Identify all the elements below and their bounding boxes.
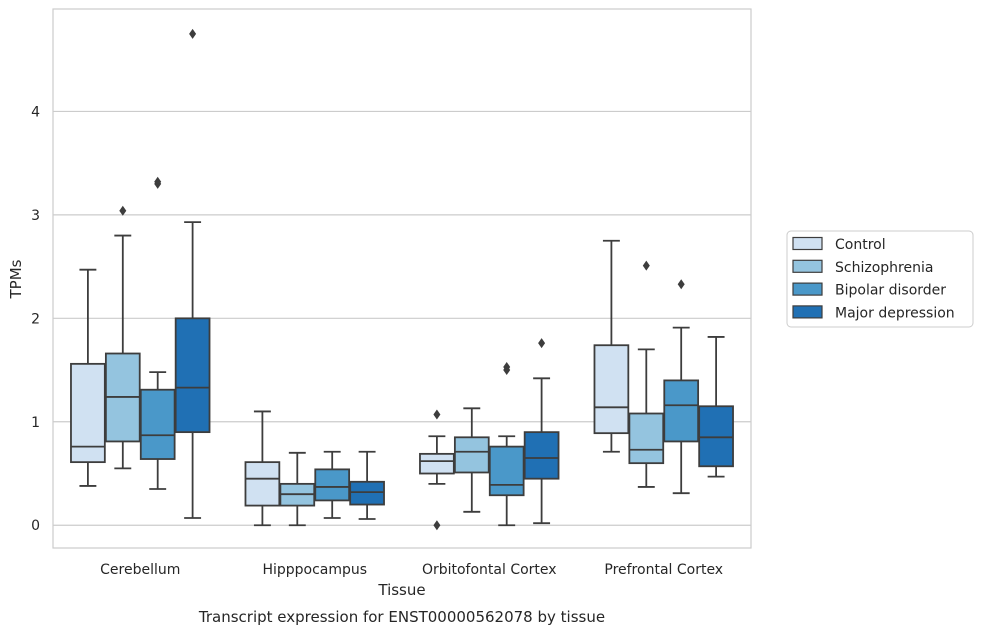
legend-label: Schizophrenia bbox=[835, 260, 933, 276]
outlier-point bbox=[154, 178, 162, 189]
box-body bbox=[314, 468, 351, 502]
box-2-0 bbox=[419, 409, 455, 531]
box-1-0 bbox=[244, 410, 281, 527]
box-body bbox=[488, 445, 525, 497]
box-body bbox=[419, 452, 455, 475]
box-2-2 bbox=[488, 361, 525, 527]
box-body bbox=[698, 405, 734, 468]
box-3-0 bbox=[593, 239, 630, 453]
y-axis-label: TPMs bbox=[7, 259, 25, 299]
box-0-3 bbox=[174, 28, 211, 519]
box-body bbox=[139, 388, 176, 460]
y-tick-label: 0 bbox=[31, 518, 40, 534]
outlier-point bbox=[642, 260, 650, 271]
outlier-point bbox=[433, 409, 441, 420]
box-2-1 bbox=[453, 407, 490, 513]
legend: Control Schizophrenia Bipolar disorder Majo… bbox=[786, 230, 974, 328]
outlier-point bbox=[119, 205, 127, 216]
outlier-point bbox=[677, 279, 685, 290]
x-tick-label: Orbitofontal Cortex bbox=[422, 562, 557, 578]
box-body bbox=[453, 436, 490, 474]
outlier-point bbox=[433, 520, 441, 531]
box-0-1 bbox=[104, 205, 141, 470]
x-tick-label: Hipppocampus bbox=[262, 562, 367, 578]
outlier-point bbox=[538, 338, 546, 349]
y-tick-label: 3 bbox=[31, 208, 40, 224]
box-2-3 bbox=[523, 338, 560, 525]
box-3-2 bbox=[663, 279, 700, 495]
x-tick-label: Cerebellum bbox=[100, 562, 180, 578]
box-0-2 bbox=[139, 176, 176, 490]
outlier-point bbox=[189, 28, 197, 39]
y-tick-label: 4 bbox=[31, 104, 40, 120]
x-axis-ticks: Cerebellum Hipppocampus Orbitofontal Corte… bbox=[100, 562, 723, 578]
box-0-0 bbox=[70, 268, 106, 487]
legend-swatch bbox=[792, 305, 823, 319]
legend-label: Control bbox=[835, 237, 886, 253]
box-body bbox=[174, 317, 211, 434]
box-body bbox=[349, 480, 385, 506]
box-body bbox=[523, 431, 560, 480]
box-groups bbox=[70, 28, 734, 531]
chart-caption: Transcript expression for ENST0000056207… bbox=[198, 608, 605, 626]
box-1-3 bbox=[349, 450, 385, 520]
legend-swatch bbox=[792, 236, 823, 251]
legend-label: Major depression bbox=[835, 305, 955, 321]
legend-swatch bbox=[792, 282, 823, 296]
box-body bbox=[244, 461, 281, 507]
plot-frame bbox=[52, 8, 752, 549]
legend-swatch bbox=[792, 259, 823, 273]
box-body bbox=[628, 412, 665, 465]
box-1-2 bbox=[314, 450, 351, 519]
box-3-3 bbox=[698, 336, 734, 478]
box-1-1 bbox=[279, 451, 316, 527]
outlier-point bbox=[503, 365, 511, 376]
box-body bbox=[593, 344, 630, 435]
y-axis-ticks: 0 1 2 3 4 bbox=[31, 104, 40, 534]
y-tick-label: 1 bbox=[31, 415, 40, 431]
legend-label: Bipolar disorder bbox=[835, 283, 946, 299]
box-body bbox=[663, 379, 700, 443]
x-axis-label: Tissue bbox=[377, 581, 425, 599]
y-tick-label: 2 bbox=[31, 311, 40, 327]
x-tick-label: Prefrontal Cortex bbox=[604, 562, 723, 578]
legend-frame bbox=[786, 230, 974, 328]
box-3-1 bbox=[628, 260, 665, 488]
